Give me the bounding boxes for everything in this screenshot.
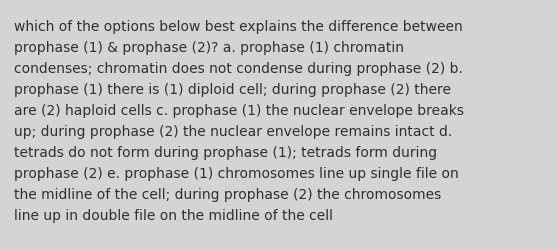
Text: up; during prophase (2) the nuclear envelope remains intact d.: up; during prophase (2) the nuclear enve… xyxy=(14,124,452,138)
Text: prophase (1) & prophase (2)? a. prophase (1) chromatin: prophase (1) & prophase (2)? a. prophase… xyxy=(14,41,404,55)
Text: tetrads do not form during prophase (1); tetrads form during: tetrads do not form during prophase (1);… xyxy=(14,146,437,159)
Text: line up in double file on the midline of the cell: line up in double file on the midline of… xyxy=(14,208,333,222)
Text: which of the options below best explains the difference between: which of the options below best explains… xyxy=(14,20,463,34)
Text: prophase (1) there is (1) diploid cell; during prophase (2) there: prophase (1) there is (1) diploid cell; … xyxy=(14,83,451,96)
Text: the midline of the cell; during prophase (2) the chromosomes: the midline of the cell; during prophase… xyxy=(14,187,441,201)
Text: prophase (2) e. prophase (1) chromosomes line up single file on: prophase (2) e. prophase (1) chromosomes… xyxy=(14,166,459,180)
Text: are (2) haploid cells c. prophase (1) the nuclear envelope breaks: are (2) haploid cells c. prophase (1) th… xyxy=(14,104,464,118)
Text: condenses; chromatin does not condense during prophase (2) b.: condenses; chromatin does not condense d… xyxy=(14,62,463,76)
